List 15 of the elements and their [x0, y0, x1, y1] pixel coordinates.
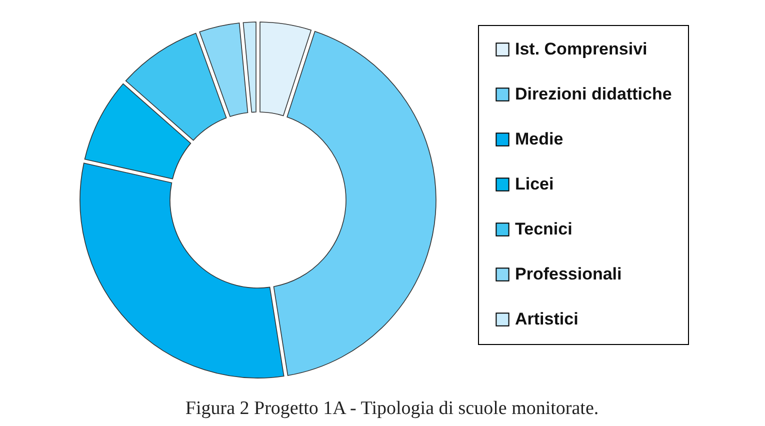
- legend-label: Professionali: [515, 264, 622, 284]
- donut-slice: [84, 83, 192, 180]
- donut-slice: [199, 22, 248, 117]
- donut-slice: [260, 22, 312, 116]
- legend-label: Artistici: [515, 310, 578, 328]
- donut-slice: [242, 22, 256, 113]
- legend-label: Ist. Comprensivi: [515, 40, 648, 58]
- text: Figura 2 Progetto 1A - Tipologia di scuole monitorate.: [185, 398, 599, 419]
- legend-label: Tecnici: [515, 220, 572, 238]
- legend-label: Direzioni didattiche: [515, 84, 672, 104]
- donut-slice: [273, 30, 436, 376]
- donut-slice: [125, 32, 227, 141]
- donut-slice: [80, 162, 284, 378]
- legend-label: Medie: [515, 130, 564, 148]
- legend-label: Licei: [515, 174, 554, 194]
